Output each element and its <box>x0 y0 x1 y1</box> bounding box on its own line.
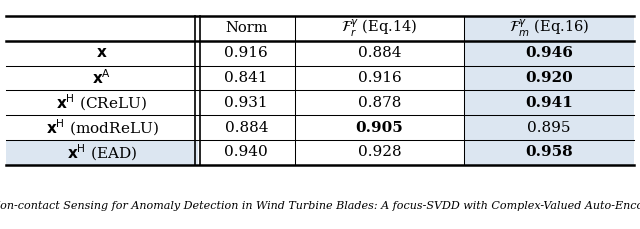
Text: 0.940: 0.940 <box>225 145 268 159</box>
Text: 0.958: 0.958 <box>525 145 573 159</box>
Text: 0.884: 0.884 <box>225 121 268 135</box>
Text: $\mathbf{x}$: $\mathbf{x}$ <box>96 46 108 60</box>
Text: 0.916: 0.916 <box>225 46 268 60</box>
Text: 0.841: 0.841 <box>225 71 268 85</box>
Text: 0.920: 0.920 <box>525 71 573 85</box>
Text: $\mathbf{x}^\mathrm{H}$ (CReLU): $\mathbf{x}^\mathrm{H}$ (CReLU) <box>56 93 148 113</box>
Text: 0.946: 0.946 <box>525 46 573 60</box>
Text: $\mathcal{F}_r^{\gamma}$ (Eq.14): $\mathcal{F}_r^{\gamma}$ (Eq.14) <box>341 18 418 39</box>
Text: $\mathbf{x}^\mathrm{H}$ (modReLU): $\mathbf{x}^\mathrm{H}$ (modReLU) <box>45 117 159 138</box>
Text: $\mathbf{x}^\mathrm{A}$: $\mathbf{x}^\mathrm{A}$ <box>92 69 111 87</box>
Text: 0.931: 0.931 <box>225 96 268 110</box>
Text: $\mathbf{x}^\mathrm{H}$ (EAD): $\mathbf{x}^\mathrm{H}$ (EAD) <box>67 142 137 163</box>
Text: 0.928: 0.928 <box>358 145 401 159</box>
Text: 0.941: 0.941 <box>525 96 573 110</box>
Text: 0.884: 0.884 <box>358 46 401 60</box>
Text: Figure 4 for Non-contact Sensing for Anomaly Detection in Wind Turbine Blades: A: Figure 4 for Non-contact Sensing for Ano… <box>0 201 640 211</box>
Text: Norm: Norm <box>225 22 268 35</box>
Text: 0.878: 0.878 <box>358 96 401 110</box>
Text: 0.916: 0.916 <box>358 71 401 85</box>
Text: 0.895: 0.895 <box>527 121 571 135</box>
Text: 0.905: 0.905 <box>356 121 403 135</box>
Text: $\mathcal{F}_m^{\gamma}$ (Eq.16): $\mathcal{F}_m^{\gamma}$ (Eq.16) <box>509 18 589 39</box>
